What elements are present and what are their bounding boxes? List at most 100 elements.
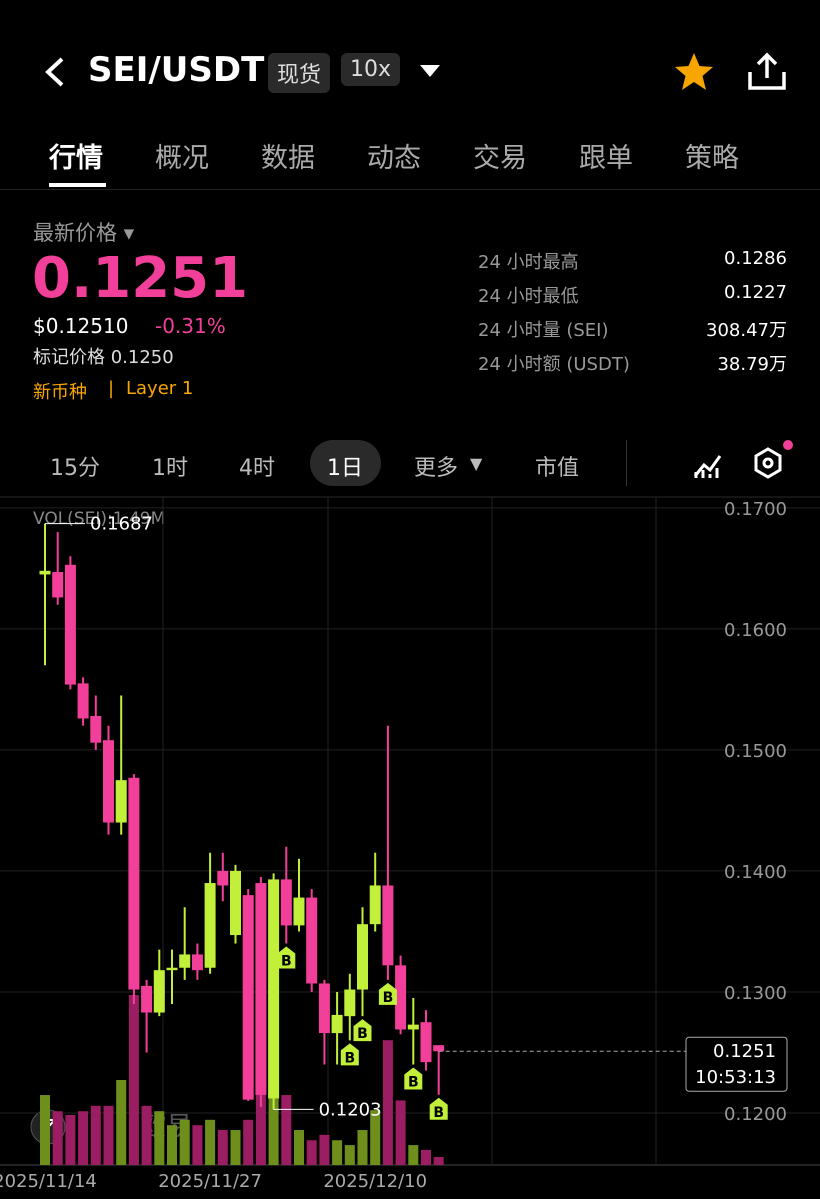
candle-body [344, 989, 356, 1017]
volume-bar [192, 1125, 203, 1165]
buy-marker-label: B [383, 990, 394, 1006]
interval-tab[interactable]: 4时 [239, 456, 275, 481]
current-price-box [685, 1036, 788, 1092]
candle-body [318, 983, 330, 1034]
stat-label: 24 小时最低 [478, 286, 579, 307]
volume-bar [179, 1119, 190, 1165]
candle-body [191, 954, 203, 971]
candle-body [204, 883, 216, 968]
dropdown-caret[interactable]: ▼ [470, 454, 483, 473]
candle-body [141, 985, 153, 1013]
candle-body [153, 970, 165, 1013]
pair-title: SEI/USDT [88, 50, 265, 90]
interval-tab[interactable]: 1日 [327, 456, 363, 481]
price-label[interactable]: 最新价格 ▾ [33, 221, 135, 245]
x-tick-label: 2025/11/27 [158, 1171, 262, 1192]
interval-tab[interactable]: 市值 [535, 456, 580, 481]
tab[interactable]: 动态 [367, 143, 421, 174]
volume-bar [65, 1114, 76, 1165]
x-tick-label: 2025/12/10 [323, 1171, 427, 1192]
volume-bar [382, 1040, 393, 1165]
tab[interactable]: 概况 [155, 143, 209, 174]
stat-value: 0.1227 [724, 282, 787, 303]
buy-marker [353, 1019, 372, 1042]
tab[interactable]: 跟单 [579, 143, 633, 174]
leverage-badge[interactable]: 10x [341, 53, 401, 86]
candle-body [255, 883, 267, 1095]
candle-body [103, 740, 114, 823]
interval-tab[interactable]: 更多 [414, 456, 459, 481]
back-button[interactable] [40, 55, 70, 89]
volume-bar [40, 1095, 50, 1165]
volume-bar [344, 1145, 355, 1165]
buy-marker-label: B [408, 1075, 419, 1091]
interval-tab[interactable]: 15分 [50, 456, 100, 481]
volume-bar [319, 1134, 330, 1165]
volume-bar [217, 1130, 228, 1165]
volume-bar [306, 1140, 317, 1165]
tag-new[interactable]: 新币种 [33, 382, 87, 403]
tag-separator: | [108, 378, 115, 399]
candle-body [166, 967, 178, 971]
volume-bar [205, 1119, 216, 1165]
favorite-star[interactable] [672, 51, 716, 93]
candle-body [369, 885, 381, 925]
buy-marker [340, 1043, 359, 1066]
candle-body [382, 885, 394, 966]
tab[interactable]: 策略 [685, 143, 739, 174]
candle-body [420, 1022, 432, 1063]
candle-body [52, 572, 64, 598]
volume-bar [230, 1130, 241, 1165]
tab[interactable]: 交易 [473, 143, 527, 174]
divider [626, 440, 627, 486]
usd-price: $0.12510 [33, 314, 129, 338]
y-tick-label: 0.1200 [724, 1104, 787, 1125]
interval-tab[interactable]: 1时 [152, 456, 188, 481]
candle-body [77, 683, 89, 719]
volume-bar [167, 1125, 177, 1165]
candle-body [268, 879, 280, 1099]
volume-bar [433, 1156, 444, 1165]
active-interval-bg [310, 440, 381, 486]
tag-sector[interactable]: Layer 1 [126, 378, 194, 399]
pair-dropdown[interactable] [418, 63, 442, 79]
volume-bar [408, 1145, 419, 1165]
current-price-label: 0.1251 [713, 1041, 776, 1062]
settings-button[interactable] [752, 437, 796, 483]
volume-bar [357, 1130, 368, 1165]
stat-value: 38.79万 [717, 354, 787, 375]
stat-value: 0.1286 [724, 248, 787, 269]
volume-bar [395, 1100, 406, 1165]
volume-bar [281, 1095, 292, 1165]
stat-label: 24 小时量 (SEI) [478, 320, 609, 341]
candle-body [331, 1014, 343, 1034]
share-button[interactable] [746, 52, 788, 92]
candle-body [90, 716, 102, 743]
buy-marker-label: B [344, 1050, 355, 1066]
candle-body [128, 777, 140, 990]
buy-marker-label: B [281, 954, 292, 970]
volume-bar [243, 1119, 254, 1165]
volume-bar [90, 1105, 101, 1165]
indicator-button[interactable] [692, 448, 724, 480]
y-tick-label: 0.1500 [724, 741, 787, 762]
volume-bar [103, 1105, 114, 1165]
price-label-text: 最新价格 [33, 221, 117, 245]
volume-bar [52, 1111, 63, 1165]
buy-marker-label: B [433, 1105, 444, 1121]
active-tab-underline [49, 183, 106, 187]
stat-label: 24 小时额 (USDT) [478, 354, 630, 375]
volume-bar [78, 1111, 89, 1165]
candle-body [64, 564, 76, 685]
tab[interactable]: 数据 [261, 143, 315, 174]
stat-value: 308.47万 [706, 320, 787, 341]
spot-badge: 现货 [268, 53, 331, 93]
y-tick-label: 0.1300 [724, 983, 787, 1004]
tab[interactable]: 行情 [49, 143, 103, 174]
candle-body [395, 965, 407, 1030]
candle-body [293, 897, 305, 926]
buy-marker-label: B [357, 1026, 368, 1042]
price-change: -0.31% [155, 314, 226, 338]
volume-bar [154, 1111, 165, 1165]
